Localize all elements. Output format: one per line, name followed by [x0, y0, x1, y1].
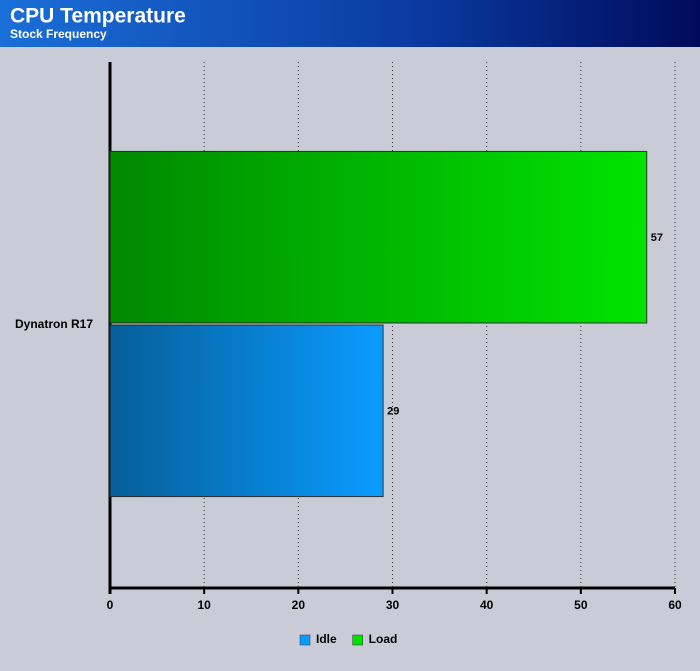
data-label: 57 [651, 232, 663, 244]
chart-subtitle: Stock Frequency [10, 27, 107, 41]
header [0, 0, 700, 47]
x-tick-label: 10 [197, 598, 211, 612]
x-tick-label: 0 [107, 598, 114, 612]
legend-swatch [299, 634, 311, 646]
x-tick-label: 20 [292, 598, 306, 612]
chart-title: CPU Temperature [10, 5, 186, 28]
x-tick-label: 30 [386, 598, 400, 612]
legend-label: Idle [316, 632, 337, 646]
legend-label: Load [369, 632, 398, 646]
x-tick-label: 60 [668, 598, 682, 612]
x-tick-label: 40 [480, 598, 494, 612]
legend-swatch [352, 634, 363, 646]
data-label: 29 [387, 406, 399, 418]
y-tick-label: Dynatron R17 [15, 317, 93, 331]
x-tick-label: 50 [574, 598, 588, 612]
plot: 0 10 20 30 40 50 60 Dynatron R17 29 57 Idle Load [15, 62, 682, 646]
bar [109, 324, 384, 498]
bar [109, 150, 648, 324]
